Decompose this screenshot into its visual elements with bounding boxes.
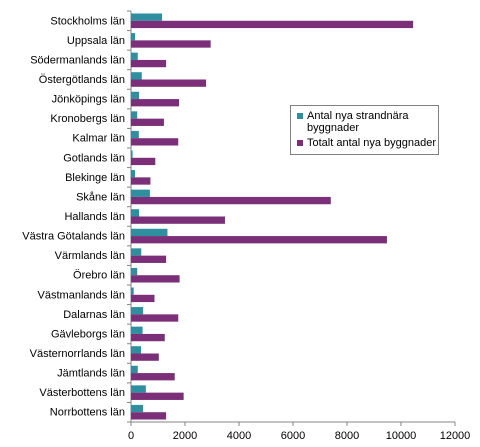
y-tick-label: Jämtlands län	[57, 368, 125, 380]
bar-strandnara	[131, 307, 144, 315]
bar-strandnara	[131, 189, 150, 197]
bar-totalt	[131, 373, 175, 381]
y-tick-label: Blekinge län	[65, 172, 125, 184]
legend-label-strandnara: Antal nya strandnära byggnader	[307, 110, 409, 134]
bar-strandnara	[131, 150, 133, 158]
y-tick-label: Västra Götalands län	[22, 231, 125, 243]
x-tick-label: 6000	[281, 430, 305, 442]
bar-strandnara	[131, 111, 138, 119]
y-tick-label: Gotlands län	[63, 152, 125, 164]
bar-totalt	[131, 275, 180, 283]
y-tick-label: Västmanlands län	[38, 289, 125, 301]
x-tick-label: 10000	[386, 430, 417, 442]
bar-totalt	[131, 314, 179, 322]
bar-strandnara	[131, 130, 139, 139]
y-tick-label: Södermanlands län	[30, 54, 125, 66]
y-tick-label: Stockholms län	[50, 15, 125, 27]
y-tick-label: Örebro län	[73, 270, 125, 282]
bar-totalt	[131, 157, 156, 166]
bar-totalt	[131, 79, 207, 87]
legend-swatch-strandnara	[297, 113, 303, 119]
x-tick-label: 0	[128, 430, 134, 442]
y-tick-label: Kronobergs län	[50, 113, 125, 125]
bar-totalt	[131, 138, 179, 146]
bar-totalt	[131, 99, 180, 107]
y-tick-label: Östergötlands län	[39, 74, 125, 86]
bar-totalt	[131, 40, 211, 48]
y-tick-label: Uppsala län	[67, 35, 125, 47]
bar-totalt	[131, 118, 164, 126]
bar-strandnara	[131, 287, 134, 295]
bar-totalt	[131, 59, 167, 68]
bar-totalt	[131, 216, 225, 224]
bar-strandnara	[131, 209, 140, 217]
bar-totalt	[131, 412, 167, 420]
x-tick-label: 8000	[335, 430, 359, 442]
bar-totalt	[131, 255, 167, 263]
bar-strandnara	[131, 72, 142, 80]
bar-strandnara	[131, 385, 146, 393]
y-axis-labels: Stockholms län Uppsala län Södermanlands l…	[22, 15, 125, 418]
x-tick-label: 4000	[227, 430, 251, 442]
y-tick-label: Kalmar län	[72, 133, 125, 145]
bar-strandnara	[131, 170, 136, 178]
bar-strandnara	[131, 13, 163, 21]
y-tick-label: Västernorrlands län	[30, 348, 125, 360]
bar-totalt	[131, 294, 155, 303]
bar-strandnara	[131, 33, 136, 41]
bar-strandnara	[131, 248, 142, 256]
legend-swatch-totalt	[297, 140, 303, 146]
y-tick-label: Hallands län	[64, 211, 125, 223]
bar-totalt	[131, 353, 159, 361]
bar-strandnara	[131, 326, 143, 334]
x-tick-label: 12000	[440, 430, 471, 442]
bar-strandnara	[131, 365, 138, 374]
y-tick-label: Gävleborgs län	[51, 328, 125, 340]
bar-strandnara	[131, 91, 140, 100]
y-tick-label: Västerbottens län	[39, 387, 125, 399]
y-tick-label: Norrbottens län	[50, 407, 125, 419]
y-tick-label: Jönköpings län	[52, 94, 125, 106]
bar-totalt	[131, 392, 184, 400]
bar-strandnara	[131, 52, 138, 60]
legend-label-totalt: Totalt antal nya byggnader	[307, 137, 437, 149]
bar-strandnara	[131, 228, 168, 237]
x-axis-ticks: 0 2000 4000 6000 8000 10000 12000	[128, 422, 470, 442]
bar-strandnara	[131, 267, 138, 276]
y-tick-label: Värmlands län	[55, 250, 125, 262]
y-tick-label: Dalarnas län	[63, 309, 125, 321]
bar-strandnara	[131, 346, 141, 354]
bar-totalt	[131, 333, 165, 342]
bar-strandnara	[131, 404, 144, 413]
y-tick-label: Skåne län	[76, 191, 125, 203]
bar-totalt	[131, 20, 414, 29]
bar-totalt	[131, 196, 331, 205]
x-tick-label: 2000	[173, 430, 197, 442]
bar-totalt	[131, 236, 387, 244]
bar-totalt	[131, 177, 151, 185]
legend: Antal nya strandnära byggnader Totalt an…	[290, 105, 439, 155]
bars-group	[131, 13, 414, 420]
